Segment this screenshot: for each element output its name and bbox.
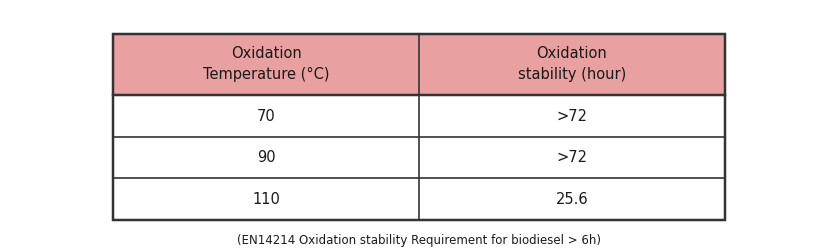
Bar <box>113 178 419 220</box>
Bar <box>113 137 419 178</box>
Text: 25.6: 25.6 <box>556 192 588 207</box>
Bar <box>419 137 725 178</box>
Text: >72: >72 <box>556 108 587 124</box>
Text: Oxidation
Temperature (°C): Oxidation Temperature (°C) <box>203 46 329 82</box>
Text: 90: 90 <box>256 150 276 165</box>
Bar <box>113 34 725 220</box>
Bar <box>419 34 725 95</box>
Text: >72: >72 <box>556 150 587 165</box>
Bar <box>113 95 419 137</box>
Bar <box>419 95 725 137</box>
Text: (EN14214 Oxidation stability Requirement for biodiesel > 6h): (EN14214 Oxidation stability Requirement… <box>237 234 601 247</box>
Text: 110: 110 <box>252 192 280 207</box>
Text: 70: 70 <box>256 108 276 124</box>
Bar <box>419 178 725 220</box>
Bar <box>113 34 419 95</box>
Text: Oxidation
stability (hour): Oxidation stability (hour) <box>518 46 626 82</box>
